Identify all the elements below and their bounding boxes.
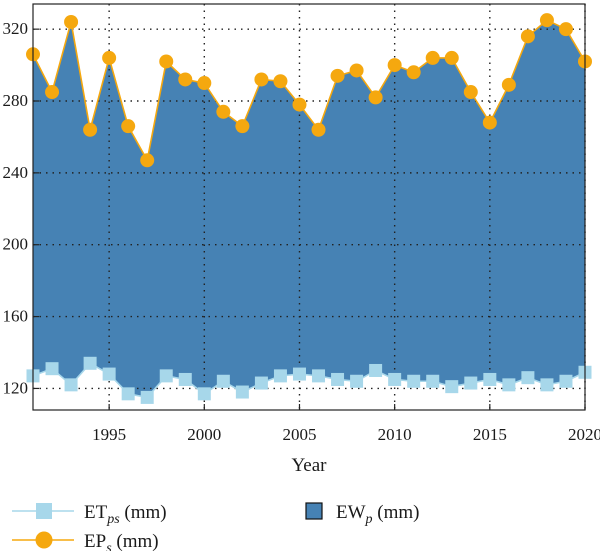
eps-point	[292, 97, 307, 112]
eps-point	[368, 90, 383, 105]
etps-point	[388, 372, 402, 386]
etps-point	[312, 369, 326, 383]
legend-etps-label: ETps (mm)	[84, 502, 167, 527]
eps-point	[102, 50, 117, 65]
etps-point	[445, 380, 459, 394]
etps-point	[102, 367, 116, 381]
legend-etps-marker	[36, 503, 52, 519]
eps-point	[197, 76, 212, 91]
y-tick-label: 280	[3, 91, 29, 110]
etps-point	[464, 376, 478, 390]
axes: 120 160 200 240 280 320 1995 2000 2005 2010 2015 20…	[3, 3, 600, 476]
etps-point	[216, 374, 230, 388]
etps-point	[121, 387, 135, 401]
plot-area	[26, 4, 592, 410]
eps-point	[444, 50, 459, 65]
y-tick-label: 200	[3, 235, 29, 254]
y-tick-label: 120	[3, 378, 29, 397]
legend-eps-marker	[35, 531, 53, 549]
eps-point	[425, 50, 440, 65]
etps-point	[159, 369, 173, 383]
etps-point	[483, 372, 497, 386]
eps-point	[349, 63, 364, 78]
eps-point	[121, 119, 136, 134]
etps-point	[64, 378, 78, 392]
eps-point	[311, 122, 326, 137]
etps-point	[331, 372, 345, 386]
eps-point	[482, 115, 497, 130]
y-tick-label: 160	[3, 307, 29, 326]
eps-point	[406, 65, 421, 80]
etps-point	[197, 387, 211, 401]
etps-point	[540, 378, 554, 392]
eps-point	[463, 85, 478, 100]
etps-point	[235, 385, 249, 399]
eps-point	[64, 14, 79, 29]
plot-frame	[32, 3, 586, 411]
etps-point	[369, 363, 383, 377]
etps-point	[407, 374, 421, 388]
etps-point	[254, 376, 268, 390]
eps-point	[216, 104, 231, 119]
y-tick-label: 320	[3, 19, 29, 38]
x-tick-label: 1995	[92, 425, 126, 444]
etps-point	[292, 367, 306, 381]
eps-point	[140, 153, 155, 168]
eps-point	[501, 77, 516, 92]
y-tick-label: 240	[3, 163, 29, 182]
etps-point	[521, 371, 535, 385]
x-tick-label: 2000	[187, 425, 221, 444]
x-tick-label: 2010	[378, 425, 412, 444]
eps-point	[330, 68, 345, 83]
etps-point	[178, 372, 192, 386]
etps-point	[45, 362, 59, 376]
eps-point	[539, 13, 554, 28]
eps-point	[178, 72, 193, 87]
eps-point	[254, 72, 269, 87]
eps-point	[273, 74, 288, 89]
eps-point	[83, 122, 98, 137]
eps-point	[159, 54, 174, 69]
x-tick-label: 2015	[473, 425, 507, 444]
etps-point	[273, 369, 287, 383]
eps-line	[32, 19, 586, 163]
eps-point	[387, 58, 402, 73]
legend: ETps (mm) EPs (mm) EWp (mm)	[12, 502, 420, 551]
x-tick-label: 2005	[282, 425, 316, 444]
etps-point	[426, 374, 440, 388]
etps-point	[350, 374, 364, 388]
x-tick-label: 2020	[568, 425, 600, 444]
legend-eps-label: EPs (mm)	[84, 531, 159, 551]
eps-point	[558, 22, 573, 37]
etps-point	[502, 378, 516, 392]
legend-ewp-label: EWp (mm)	[336, 502, 420, 527]
legend-ewp-marker	[305, 502, 323, 520]
etps-point	[559, 374, 573, 388]
eps-point	[235, 119, 250, 134]
etps-point	[83, 356, 97, 370]
ewp-area	[33, 20, 585, 398]
eps-point	[45, 85, 60, 100]
etps-point	[140, 390, 154, 404]
eps-point	[520, 29, 535, 44]
x-axis-title: Year	[291, 455, 327, 476]
